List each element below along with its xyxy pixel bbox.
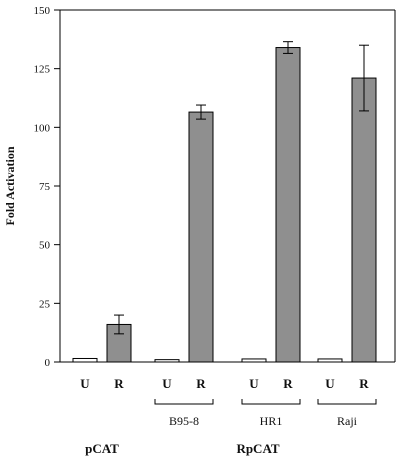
x-category-label: U [162,376,172,391]
y-tick-label: 75 [39,181,51,193]
axes [59,9,396,363]
group-bracket [317,399,377,405]
group-brackets: B95-8 HR1 Raji [154,399,377,428]
x-category-label: R [283,376,293,391]
bar-U [241,358,267,363]
group-bracket [154,399,214,405]
y-axis-title: Fold Activation [3,146,17,225]
bar-R [351,77,377,363]
y-tick-label: 50 [39,240,51,252]
group-bracket [241,399,301,405]
y-tick-label: 25 [39,298,51,310]
x-category-label: R [359,376,369,391]
y-tick-label: 100 [34,122,51,134]
y-tick-label: 125 [34,64,51,76]
group-label: HR1 [260,414,283,428]
x-category-label: R [196,376,206,391]
x-category-label: U [325,376,335,391]
bottom-label-rpcat: RpCAT [236,441,279,456]
bottom-label-pcat: pCAT [85,441,119,456]
bar-U [154,359,180,363]
bar-R [275,47,301,363]
group-label: Raji [337,414,358,428]
bar-R [188,111,214,363]
group-label: B95-8 [169,414,199,428]
error-bars [114,41,369,335]
x-category-label: R [114,376,124,391]
x-category-label: U [80,376,90,391]
bar-U [72,357,98,363]
y-tick-label: 0 [45,357,51,369]
y-tick-label: 150 [34,5,51,17]
y-ticks: 0 25 50 75 100 125 150 [34,5,60,369]
bar-U [317,358,343,363]
x-category-label: U [249,376,259,391]
